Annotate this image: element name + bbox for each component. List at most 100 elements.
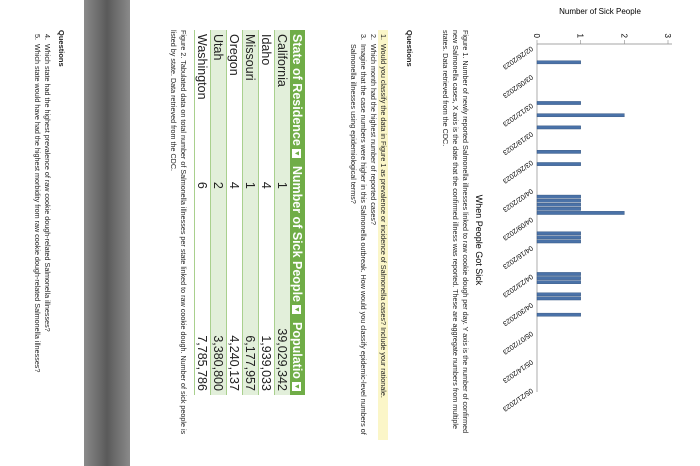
column-header[interactable]: State of Residence ▼	[290, 30, 305, 162]
x-tick-label: 03/19/2023	[501, 130, 534, 156]
question-number: 1.	[379, 34, 388, 40]
question: 5. Which state would have had the highest…	[32, 30, 42, 440]
table-cell: Idaho	[258, 30, 275, 162]
question-number: 2.	[369, 34, 378, 40]
bar	[536, 211, 625, 215]
table-cell: Washington	[194, 30, 211, 162]
bar	[536, 276, 581, 280]
question-list: 1. Would you classify the data in Figure …	[348, 30, 388, 440]
x-tick-label: 03/12/2023	[501, 101, 534, 127]
bar	[536, 198, 581, 203]
bar	[536, 162, 581, 166]
table-cell: 2	[210, 161, 227, 318]
table-cell: 6,177,957	[242, 318, 259, 395]
x-tick-label: 04/02/2023	[501, 187, 534, 213]
question-text: Would you classify the data in Figure 1 …	[379, 44, 388, 398]
bar	[536, 296, 581, 301]
x-tick-label: 05/14/2023	[501, 358, 534, 384]
y-tick-label: 0	[532, 34, 541, 39]
table-cell: 4	[226, 161, 243, 318]
x-tick-label: 03/26/2023	[501, 158, 534, 184]
table-row: Missouri 1 6,177,957	[242, 30, 259, 395]
table-cell: 1	[274, 161, 290, 318]
bar	[536, 194, 581, 199]
document-page: When People Got Sick Number of Sick Peop…	[32, 0, 672, 466]
table-cell: 6	[194, 161, 211, 318]
table-cell: 4,240,137	[226, 318, 243, 395]
column-header[interactable]: Populatio ▼	[290, 318, 305, 395]
bar	[536, 239, 581, 244]
y-axis-label: Number of Sick People	[559, 7, 641, 16]
question: 1. Would you classify the data in Figure …	[378, 30, 388, 440]
y-tick-label: 1	[576, 34, 585, 39]
table-row: California 1 39,029,342	[274, 30, 290, 395]
table-cell: 4	[258, 161, 275, 318]
filter-button[interactable]: ▼	[292, 148, 302, 158]
bar	[536, 292, 581, 297]
page-break	[84, 0, 130, 466]
x-tick-label: 05/07/2023	[501, 329, 534, 355]
table-cell: Missouri	[242, 30, 259, 162]
bar	[536, 312, 581, 317]
questions-heading: Questions	[405, 30, 414, 67]
question: 2. Which month had the highest number of …	[368, 30, 378, 440]
question-number: 3.	[359, 34, 368, 40]
question: 4. Which state had the highest prevalence…	[42, 30, 52, 440]
x-tick-label: 05/21/2023	[501, 386, 534, 412]
x-tick-label: 04/09/2023	[501, 215, 534, 241]
table-row: Idaho 4 1,939,033	[258, 30, 275, 395]
figure1-caption: Figure 1. Number of newly reported Salmo…	[441, 30, 470, 434]
question-list: 4. Which state had the highest prevalence…	[32, 30, 52, 440]
question-text: Imagine that the case numbers were highe…	[349, 44, 368, 435]
question-text: Which state would have had the highest m…	[33, 44, 42, 373]
bar	[536, 280, 581, 284]
x-tick-label: 04/16/2023	[501, 244, 534, 270]
bar	[536, 207, 581, 211]
table-cell: 1,939,033	[258, 318, 275, 395]
bar	[536, 150, 581, 154]
header-text: Number of Sick People	[290, 165, 305, 302]
question-number: 5.	[33, 34, 42, 40]
chart-title: When People Got Sick	[474, 195, 484, 286]
page-root: {"figure1": {"chart_data": {"type": "bar…	[32, 0, 672, 466]
header-text: Populatio	[290, 322, 305, 379]
table-cell: 7,785,786	[194, 318, 211, 395]
question: 3. Imagine that the case numbers were hig…	[348, 30, 368, 440]
filter-button[interactable]: ▼	[292, 381, 302, 391]
table-cell: Oregon	[226, 30, 243, 162]
bar	[536, 125, 581, 130]
question-text: Which month had the highest number of re…	[369, 44, 378, 225]
table-cell: 39,029,342	[274, 318, 290, 395]
x-tick-label: 02/26/2023	[501, 44, 534, 70]
bar	[536, 113, 625, 118]
table-cell: 1	[242, 161, 259, 318]
screen: When People Got Sick Number of Sick Peop…	[32, 0, 672, 466]
table-row: Utah 2 3,380,800	[210, 30, 227, 395]
y-tick-label: 3	[663, 34, 672, 39]
bar	[536, 231, 581, 236]
y-tick-label: 2	[619, 34, 628, 39]
x-tick-label: 04/30/2023	[501, 301, 534, 327]
question-text: Which state had the highest prevalence o…	[43, 44, 52, 332]
table-cell: California	[274, 30, 290, 162]
table-row: Washington 6 7,785,786	[194, 30, 211, 395]
header-text: State of Residence	[290, 34, 305, 146]
column-header[interactable]: Number of Sick People ▼	[290, 161, 305, 318]
figure2-caption: Figure 2. Tabulated data on total number…	[169, 30, 188, 435]
table-row: Oregon 4 4,240,137	[226, 30, 243, 395]
table-cell: 3,380,800	[210, 318, 227, 395]
bar	[536, 101, 581, 105]
question-number: 4.	[43, 34, 52, 40]
header-row: State of Residence▼ Number of Sick People…	[290, 30, 305, 395]
table-cell: Utah	[210, 30, 227, 162]
figure1-chart: When People Got Sick Number of Sick Peop…	[474, 7, 672, 412]
bar	[536, 60, 581, 65]
x-tick-label: 04/23/2023	[501, 272, 534, 298]
questions-heading: Questions	[57, 30, 66, 67]
bar	[536, 202, 581, 207]
filter-button[interactable]: ▼	[292, 305, 302, 314]
bar	[536, 235, 581, 240]
data-table: State of Residence▼ Number of Sick People…	[194, 30, 305, 395]
bar	[536, 272, 581, 276]
table-body: California 1 39,029,342 Idaho 4 1,939,033 Miss…	[194, 30, 290, 395]
